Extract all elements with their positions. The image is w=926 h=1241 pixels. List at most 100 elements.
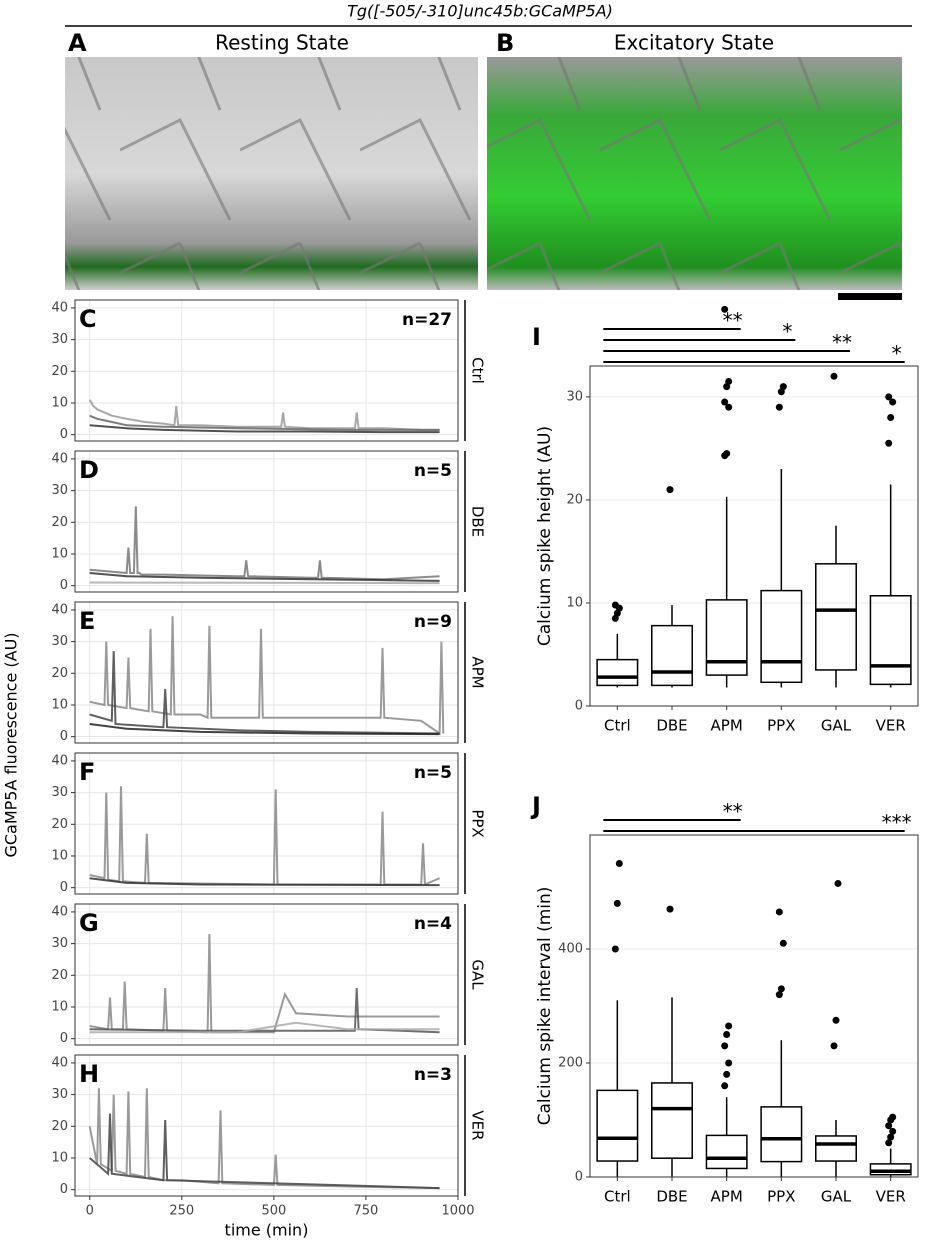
facet-label: DBE: [469, 506, 487, 537]
box: [705, 1134, 748, 1170]
outlier: [613, 899, 621, 907]
outlier: [834, 879, 842, 887]
y-tick-label: 30: [51, 785, 68, 800]
outlier: [721, 1042, 729, 1050]
panel-letter: H: [79, 1060, 99, 1088]
panel-letter: A: [68, 29, 87, 57]
y-tick-label: 40: [51, 602, 68, 617]
plot-frame: [74, 752, 459, 895]
image-texture: [487, 57, 902, 290]
significance-label: *: [892, 342, 902, 366]
y-tick-label: 0: [60, 578, 68, 593]
y-tick-label: 20: [51, 364, 68, 379]
outlier: [666, 486, 674, 494]
box: [596, 658, 639, 687]
y-tick-label: 10: [51, 697, 68, 712]
y-tick-label: 200: [558, 1056, 583, 1071]
y-tick-label: 20: [51, 968, 68, 983]
x-tick-label: 500: [261, 1204, 286, 1219]
panel-letter: E: [79, 607, 95, 635]
x-tick-label: VER: [876, 717, 906, 735]
x-tick-label: GAL: [821, 1188, 852, 1206]
outlier: [775, 908, 783, 916]
significance-label: **: [832, 331, 852, 355]
box: [760, 1106, 803, 1163]
box: [651, 1082, 693, 1159]
outlier: [832, 1016, 840, 1024]
panel-letter: G: [79, 909, 99, 937]
x-tick-label: GAL: [821, 717, 852, 735]
trace: [89, 934, 440, 1034]
trace: [89, 877, 440, 887]
trace: [89, 1021, 440, 1034]
facet-label: VER: [469, 1110, 487, 1140]
box: [815, 1135, 857, 1162]
x-tick-label: 0: [86, 1204, 94, 1219]
box: [815, 563, 857, 671]
image-caption: Excitatory State: [614, 31, 774, 55]
outlier: [830, 1042, 838, 1050]
sample-size: n=3: [414, 1065, 452, 1085]
panel-letter: B: [496, 29, 514, 57]
scale-bar: [838, 293, 902, 300]
outlier: [721, 1082, 729, 1090]
plot-frame: [74, 903, 459, 1046]
outlier: [723, 450, 731, 458]
box: [596, 1089, 639, 1162]
facet-label: Ctrl: [469, 357, 487, 384]
y-axis-label: Calcium spike height (AU): [535, 426, 555, 646]
plot-frame: [74, 450, 459, 593]
trace: [88, 1088, 440, 1190]
trace: [89, 414, 440, 431]
y-tick-label: 10: [566, 595, 583, 610]
sample-size: n=5: [414, 763, 452, 783]
y-tick-label: 400: [558, 942, 583, 957]
x-tick-label: Ctrl: [604, 1188, 631, 1206]
y-tick-label: 30: [51, 1087, 68, 1102]
trace: [89, 424, 440, 434]
x-axis-label: time (min): [225, 1221, 309, 1240]
outlier: [885, 393, 893, 401]
x-tick-label: DBE: [656, 1188, 687, 1206]
trace: [89, 786, 440, 886]
outlier: [775, 403, 783, 411]
y-tick-label: 20: [51, 817, 68, 832]
outlier: [889, 1127, 897, 1135]
x-tick-label: APM: [711, 1188, 743, 1206]
panel-letter: I: [532, 323, 541, 351]
box: [869, 1163, 912, 1176]
facet-label: GAL: [469, 959, 487, 990]
y-axis-label: Calcium spike interval (min): [535, 887, 555, 1126]
y-tick-label: 30: [51, 936, 68, 951]
x-tick-label: 1000: [441, 1204, 474, 1219]
outlier: [725, 1022, 733, 1030]
trace: [89, 581, 440, 585]
outlier: [889, 1113, 897, 1121]
outlier: [830, 372, 838, 380]
x-tick-label: PPX: [767, 1188, 795, 1206]
x-tick-label: VER: [876, 1188, 906, 1206]
image-caption: Resting State: [215, 31, 349, 55]
x-tick-label: DBE: [656, 717, 687, 735]
outlier: [721, 398, 729, 406]
outlier: [885, 1139, 893, 1147]
panel-letter: C: [79, 305, 97, 333]
trace: [88, 399, 440, 431]
panel-letter: F: [79, 758, 95, 786]
y-tick-label: 0: [575, 1170, 583, 1185]
outlier: [611, 945, 619, 953]
box: [651, 624, 693, 687]
box: [869, 595, 912, 686]
y-tick-label: 40: [51, 753, 68, 768]
y-tick-label: 10: [51, 848, 68, 863]
panel-letter: D: [79, 456, 99, 484]
outlier: [887, 414, 895, 422]
facet-label: PPX: [469, 809, 487, 837]
sample-size: n=5: [414, 461, 452, 481]
significance-label: *: [782, 320, 792, 344]
x-tick-label: APM: [711, 717, 743, 735]
sample-size: n=9: [414, 612, 452, 632]
outlier: [725, 1059, 733, 1067]
significance-label: ***: [882, 811, 912, 835]
